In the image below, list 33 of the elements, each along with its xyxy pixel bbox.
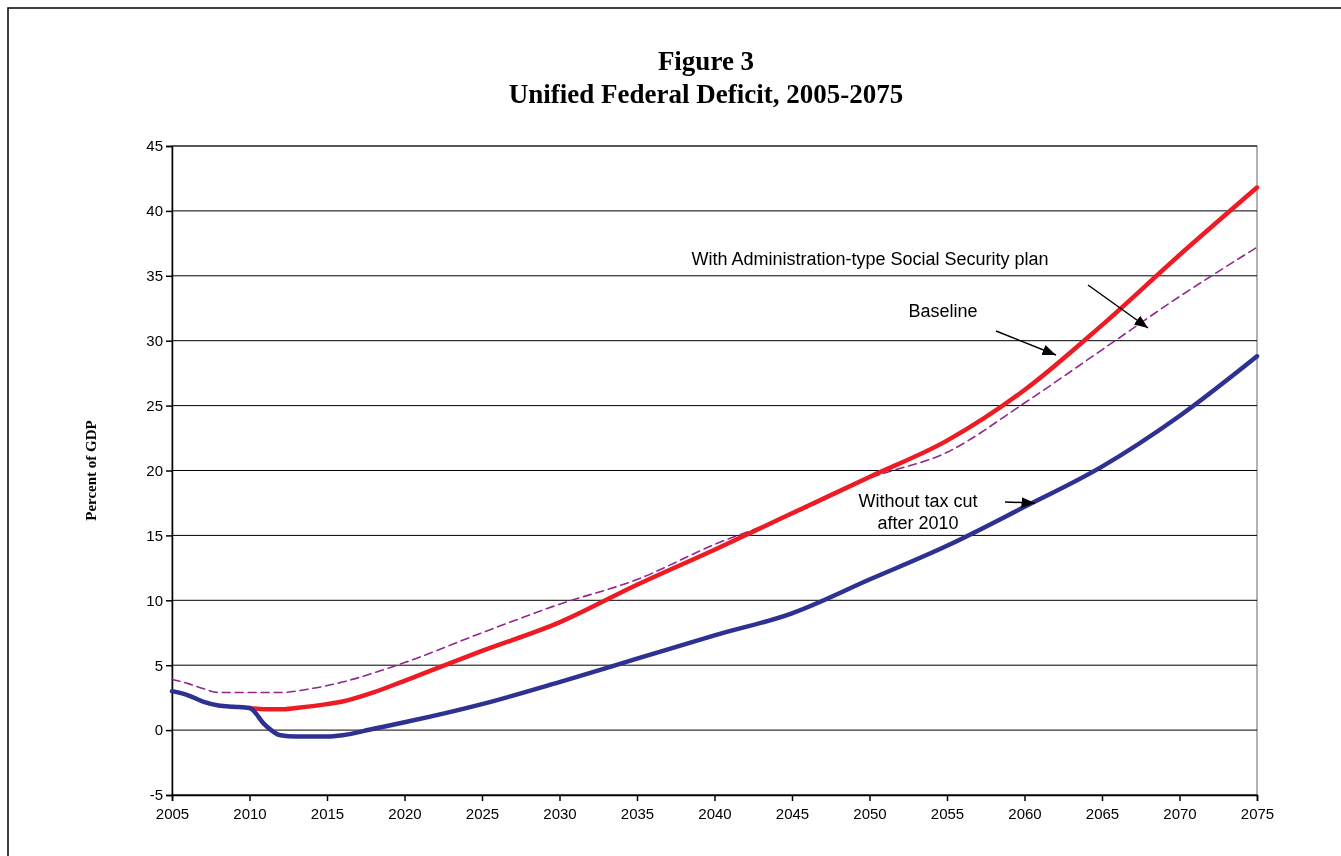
y-tick-label: 5 bbox=[154, 656, 163, 674]
y-tick-label: 40 bbox=[146, 202, 163, 220]
y-tick-label: 10 bbox=[146, 591, 163, 609]
x-tick-label: 2030 bbox=[543, 805, 577, 822]
x-tick-label: 2070 bbox=[1163, 805, 1197, 822]
x-tick-label: 2040 bbox=[698, 805, 732, 822]
y-tick-label: 15 bbox=[146, 526, 163, 544]
x-tick-label: 2035 bbox=[620, 805, 655, 822]
x-tick-label: 2050 bbox=[853, 805, 887, 822]
x-tick-label: 2005 bbox=[155, 805, 190, 822]
x-tick-label: 2065 bbox=[1085, 805, 1120, 822]
x-tick-label: 2015 bbox=[310, 805, 345, 822]
x-tick-label: 2010 bbox=[233, 805, 267, 822]
x-tick-label: 2020 bbox=[388, 805, 422, 822]
y-tick-label: 30 bbox=[146, 332, 163, 349]
chart-title: Figure 3 bbox=[657, 46, 755, 76]
x-tick-label: 2060 bbox=[1008, 805, 1042, 822]
y-tick-label: -5 bbox=[149, 786, 163, 804]
line-series bbox=[169, 354, 1260, 739]
x-tick-label: 2025 bbox=[465, 805, 500, 822]
y-tick-label: 0 bbox=[154, 721, 163, 739]
y-axis-title: Percent of GDP bbox=[83, 420, 99, 521]
chart-subtitle: Unified Federal Deficit, 2005-2075 bbox=[508, 79, 904, 109]
x-tick-label: 2075 bbox=[1240, 805, 1275, 822]
y-tick-label: 25 bbox=[146, 396, 163, 414]
y-tick-label: 35 bbox=[146, 267, 163, 285]
x-tick-label: 2055 bbox=[930, 805, 965, 822]
x-tick-label: 2045 bbox=[775, 805, 810, 822]
annotation: Baseline bbox=[908, 301, 978, 321]
annotation: Without tax cut after 2010 bbox=[858, 491, 978, 533]
annotation: With Administration-type Social Security plan bbox=[691, 249, 1049, 269]
y-tick-label: 45 bbox=[146, 137, 163, 155]
y-tick-label: 20 bbox=[146, 461, 163, 479]
